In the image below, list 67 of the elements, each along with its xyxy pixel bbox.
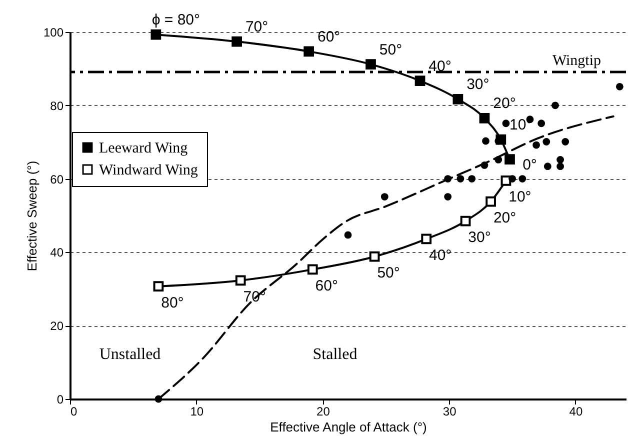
annotation: 40° [428, 58, 452, 75]
point [456, 175, 464, 182]
annotation: 30° [466, 76, 490, 94]
point [518, 175, 526, 182]
point [150, 29, 162, 40]
annotation: ϕ = 80° [152, 12, 200, 29]
x-tick-label: 0 [70, 404, 78, 418]
point [562, 138, 570, 146]
point [504, 154, 515, 165]
point [532, 141, 540, 149]
point [452, 94, 464, 104]
point [508, 175, 516, 182]
point [486, 196, 496, 207]
annotation: 50° [379, 41, 402, 58]
point [538, 120, 546, 128]
point [502, 120, 510, 128]
point [414, 76, 426, 86]
x-tick-label: 40 [569, 404, 583, 418]
point [153, 281, 164, 292]
annotation: 30° [468, 229, 491, 246]
point [542, 138, 550, 146]
y-axis-title: Effective Sweep (°) [24, 160, 40, 272]
x-axis-title: Effective Angle of Attack (°) [270, 420, 427, 434]
annotation: 60° [315, 277, 338, 294]
annotation: Stalled [312, 346, 358, 363]
point [444, 193, 452, 200]
y-tick-label: 60 [50, 172, 64, 186]
legend-label: Windward Wing [99, 162, 198, 178]
point [235, 275, 246, 286]
y-tick-label: 0 [56, 392, 64, 406]
annotation: 0° [522, 156, 537, 174]
point [544, 162, 552, 170]
annotation: 80° [161, 294, 184, 312]
annotation: 20° [493, 95, 516, 112]
x-tick-label: 10 [190, 404, 204, 418]
point [460, 216, 471, 226]
point [500, 175, 512, 186]
annotation: 10° [508, 188, 532, 206]
point [482, 137, 490, 145]
annotation: 60° [317, 28, 340, 46]
point [307, 264, 318, 275]
point [552, 102, 559, 110]
point [366, 59, 376, 70]
point [556, 156, 564, 164]
x-tick-label: 30 [442, 404, 457, 418]
point [468, 175, 476, 182]
point [421, 234, 432, 244]
y-tick-label: 20 [50, 319, 64, 334]
point [304, 46, 314, 57]
point [380, 193, 388, 200]
point [616, 82, 624, 90]
y-tick-label: 80 [50, 98, 64, 113]
y-tick-label: 40 [50, 246, 64, 260]
point [344, 231, 352, 239]
annotation: Unstalled [99, 346, 161, 363]
point [479, 113, 490, 124]
point [556, 162, 564, 170]
y-tick-label: 100 [43, 26, 64, 40]
point [369, 251, 380, 262]
point [232, 36, 242, 47]
annotation: 20° [493, 210, 516, 227]
legend-label: Leeward Wing [99, 140, 188, 156]
ref-line-label: Wingtip [552, 53, 601, 70]
annotation: 50° [377, 264, 400, 282]
annotation: 70° [245, 18, 268, 36]
annotation: 40° [429, 246, 452, 264]
x-tick-label: 20 [316, 404, 330, 418]
